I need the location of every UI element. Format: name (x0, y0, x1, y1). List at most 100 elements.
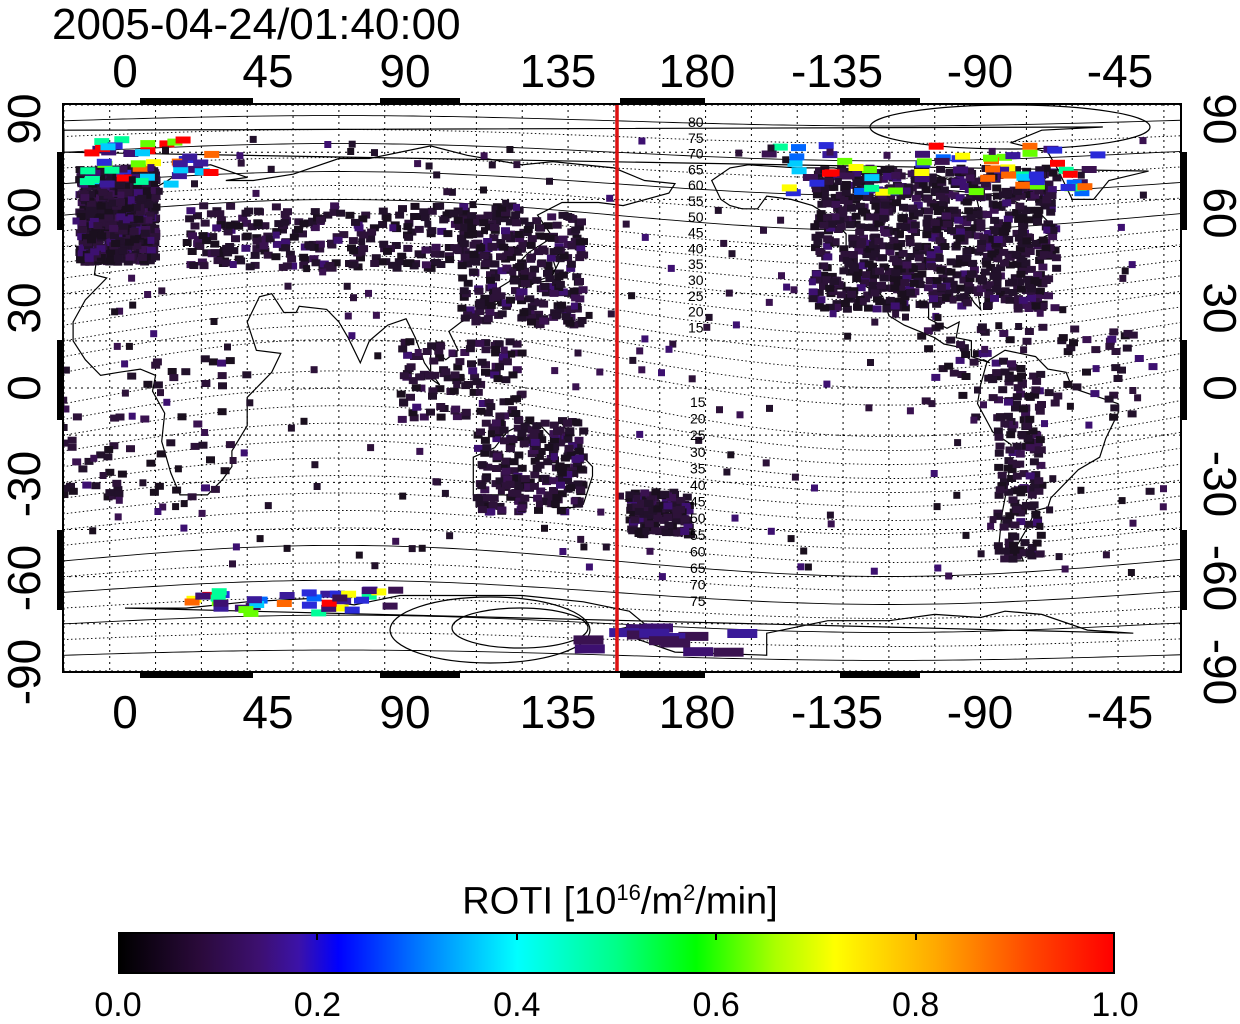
roti-cell (509, 458, 519, 466)
roti-cell (1022, 301, 1032, 309)
roti-cell (552, 221, 562, 229)
roti-cell (639, 510, 649, 518)
roti-cell (841, 188, 851, 196)
roti-cell (999, 357, 1008, 365)
roti-cell (96, 158, 112, 166)
tick-label: 60 (1194, 187, 1240, 238)
roti-cell (823, 235, 833, 243)
roti-cell (1036, 522, 1044, 530)
roti-cell (673, 527, 683, 535)
roti-cell (428, 392, 437, 400)
roti-cell (939, 186, 949, 194)
roti-cell (435, 250, 445, 258)
roti-cell (568, 215, 578, 223)
roti-cell (121, 360, 129, 368)
roti-cell (935, 154, 951, 162)
roti-cell (300, 417, 308, 425)
roti-cell (481, 368, 490, 376)
roti-cell (901, 223, 911, 231)
roti-cell (480, 152, 488, 160)
roti-cell (987, 522, 995, 530)
tick-label: -60 (1194, 545, 1240, 611)
roti-cell (420, 214, 430, 222)
roti-cell (1047, 192, 1057, 200)
roti-cell (1007, 475, 1017, 482)
roti-cell (96, 175, 106, 183)
roti-cell (103, 493, 113, 501)
roti-cell (129, 227, 139, 235)
roti-cell (143, 380, 153, 388)
roti-cell (864, 304, 873, 312)
roti-cell (1066, 179, 1082, 187)
roti-cell (1012, 393, 1022, 401)
roti-cell (1023, 434, 1033, 442)
roti-cell (1036, 531, 1046, 539)
tick-label: 0 (0, 375, 50, 401)
roti-cell (880, 166, 890, 174)
roti-cell (555, 305, 565, 313)
roti-cell (403, 244, 413, 252)
roti-cell (543, 269, 552, 277)
roti-cell (200, 355, 210, 363)
roti-cell (556, 481, 565, 489)
roti-cell (1022, 422, 1032, 430)
roti-cell (501, 209, 510, 217)
roti-cell (660, 638, 691, 648)
roti-cell (461, 382, 471, 390)
roti-cell (559, 548, 567, 555)
roti-cell (994, 449, 1004, 457)
roti-cell (1017, 285, 1026, 293)
roti-cell (918, 300, 928, 308)
roti-cell (817, 200, 827, 208)
roti-cell (416, 447, 424, 455)
roti-cell (82, 185, 92, 193)
roti-cell (110, 414, 120, 422)
roti-cell (653, 514, 663, 522)
roti-cell (223, 228, 233, 236)
frame-bar-left (57, 152, 63, 230)
roti-cell (505, 338, 515, 346)
roti-cell (705, 313, 713, 321)
roti-cell (1004, 235, 1014, 243)
roti-cell (236, 257, 246, 265)
roti-cell (914, 175, 930, 183)
roti-cell (1015, 202, 1025, 210)
roti-cell (151, 203, 161, 211)
roti-cell (887, 187, 903, 195)
roti-cell (308, 217, 318, 225)
roti-cell (1123, 329, 1133, 337)
roti-cell (842, 256, 852, 264)
roti-cell (1000, 547, 1010, 555)
roti-cell (1034, 450, 1044, 458)
roti-cell (791, 473, 799, 481)
roti-cell (930, 203, 940, 211)
roti-cell (144, 200, 154, 208)
roti-cell (928, 289, 938, 297)
roti-cell (546, 283, 556, 291)
roti-cell (127, 165, 137, 173)
roti-cell (457, 304, 467, 312)
roti-cell (913, 201, 923, 209)
roti-cell (434, 347, 444, 355)
roti-cell (1033, 271, 1043, 279)
roti-cell (414, 250, 424, 258)
roti-cell (957, 302, 967, 310)
roti-cell (371, 254, 381, 262)
roti-cell (949, 206, 959, 214)
roti-cell (930, 188, 940, 196)
roti-cell (458, 212, 468, 219)
roti-cell (1049, 475, 1057, 483)
roti-cell (837, 211, 847, 219)
roti-cell (464, 231, 474, 239)
contour-label: 15 (688, 319, 704, 335)
roti-cell (1035, 166, 1045, 174)
roti-cell (174, 465, 182, 473)
roti-cell (558, 211, 568, 219)
roti-cell (1025, 444, 1035, 452)
roti-cell (945, 168, 955, 176)
roti-cell (539, 498, 548, 506)
roti-cell (486, 271, 495, 279)
roti-cell (980, 180, 990, 188)
roti-cell (969, 181, 979, 189)
roti-cell (1145, 487, 1155, 495)
